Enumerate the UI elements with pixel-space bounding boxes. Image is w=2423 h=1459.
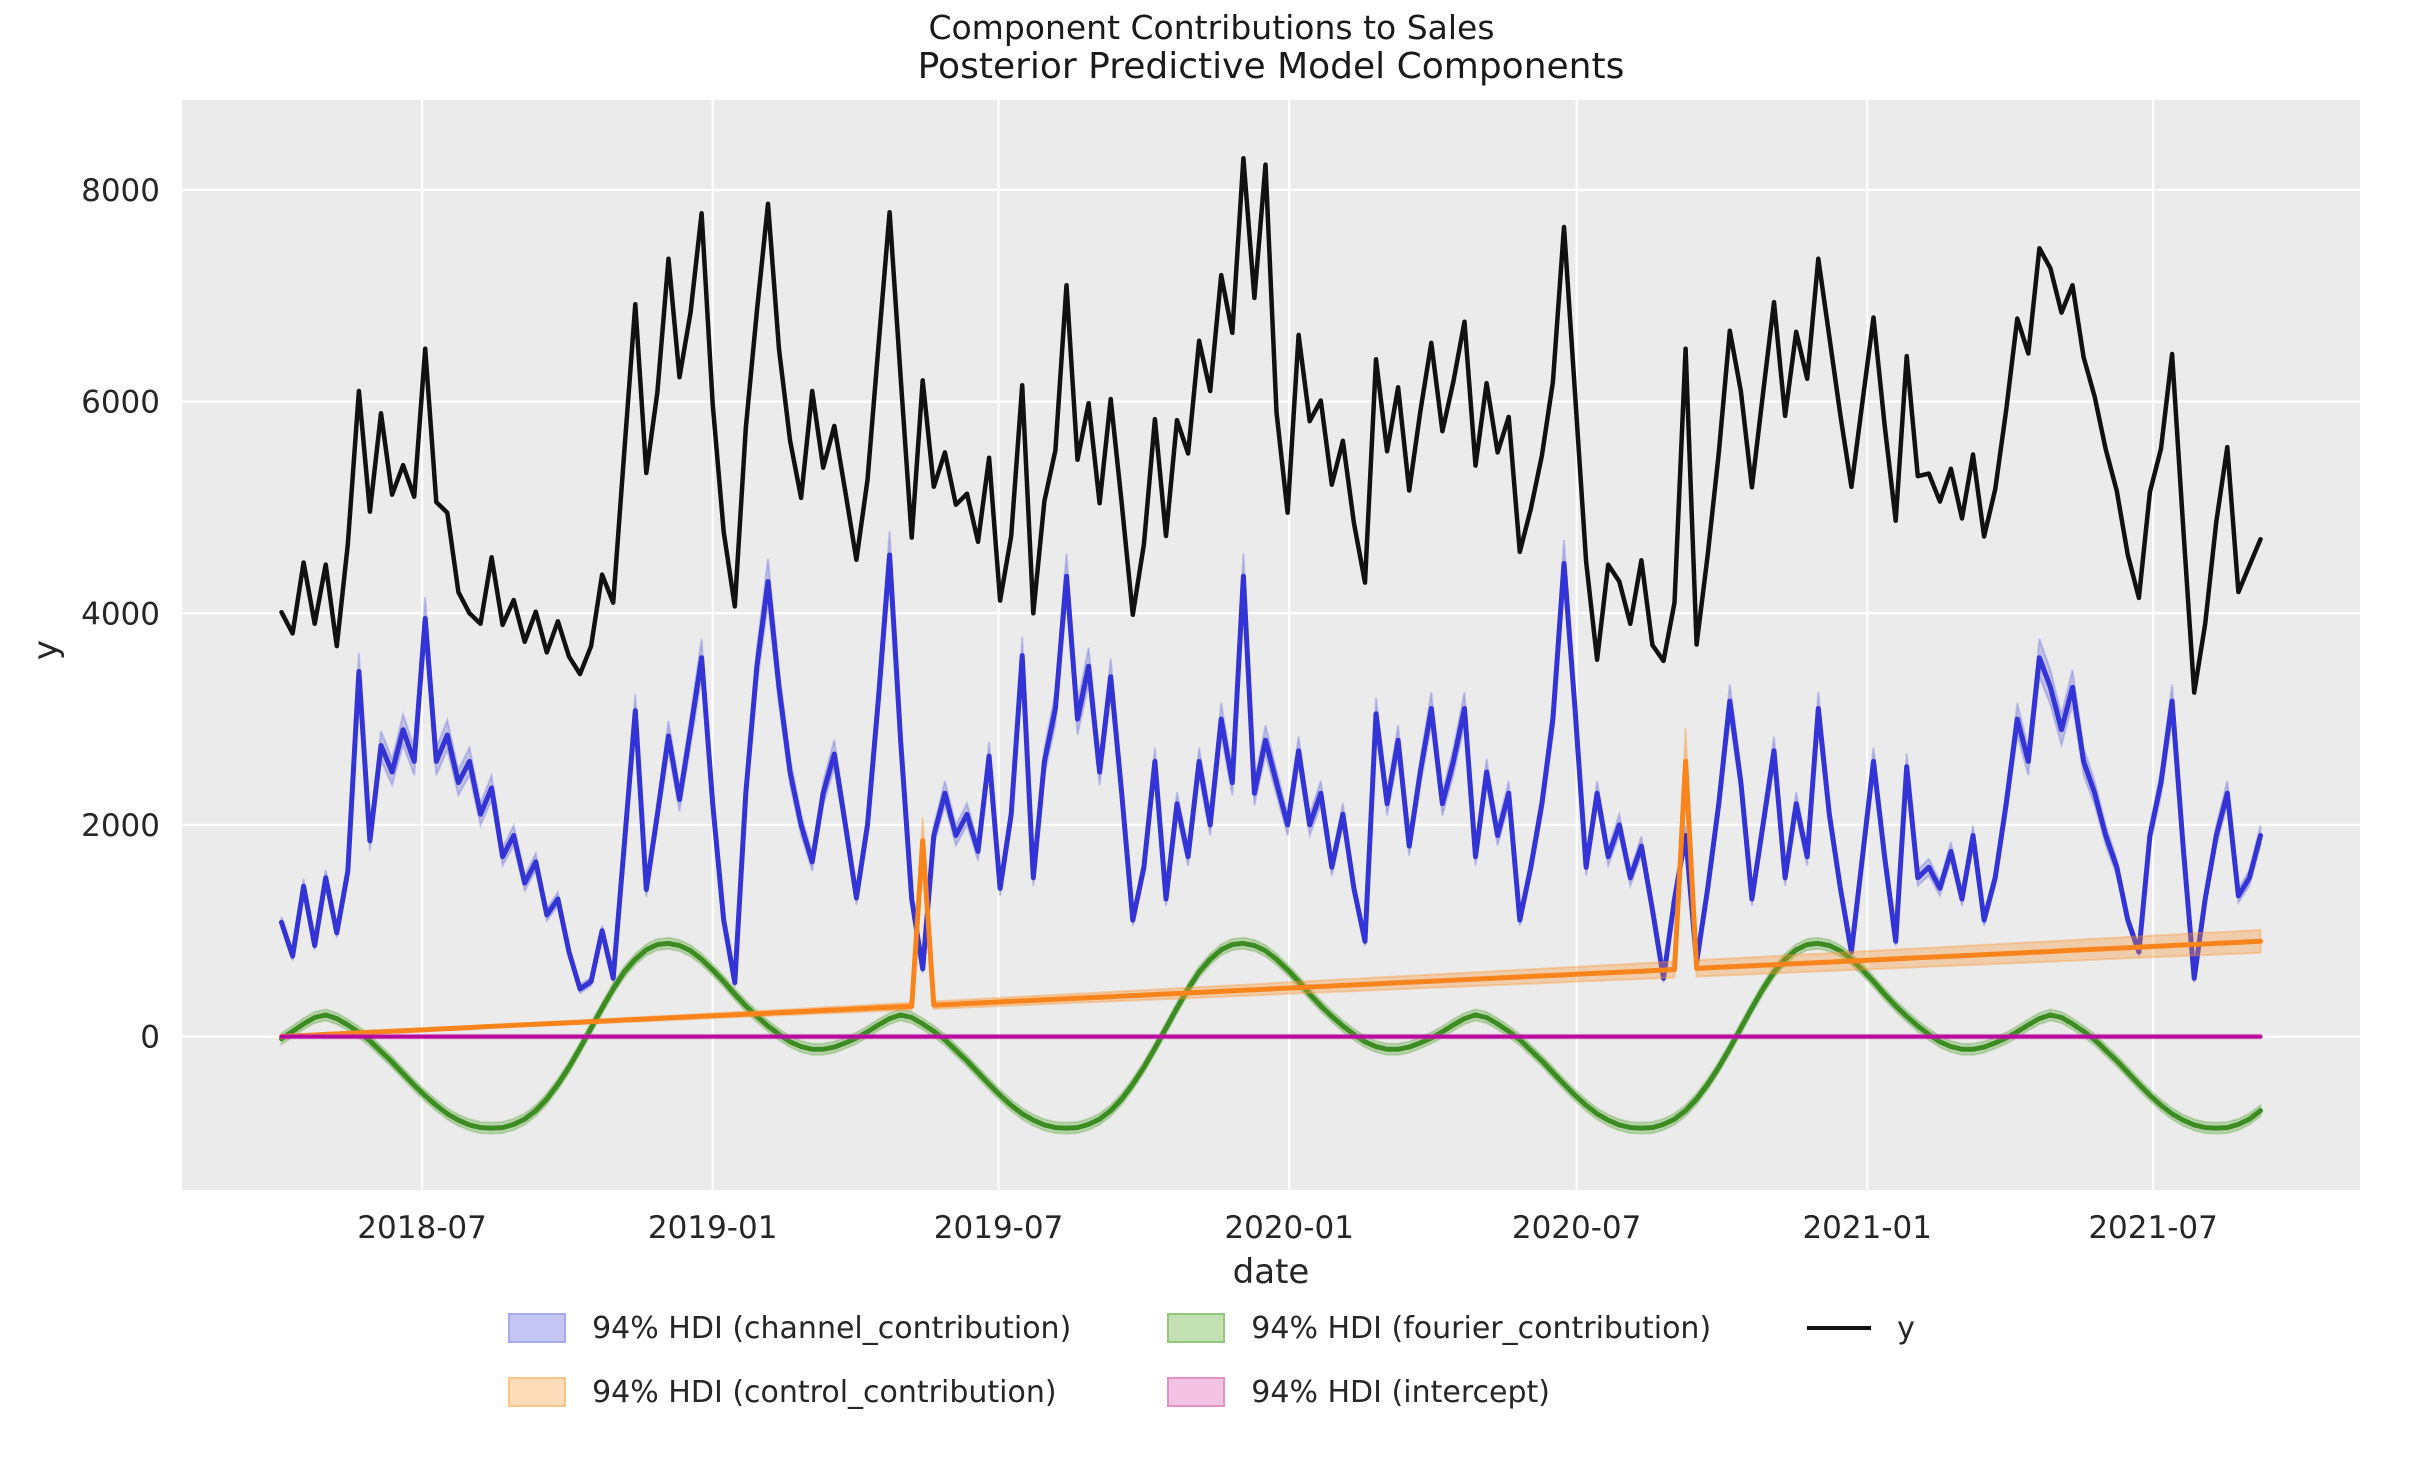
figure-suptitle: Component Contributions to Sales bbox=[928, 8, 1495, 47]
x-tick-label: 2021-01 bbox=[1802, 1210, 1932, 1246]
y-tick-label: 8000 bbox=[81, 173, 160, 209]
legend-label-control: 94% HDI (control_contribution) bbox=[592, 1374, 1057, 1410]
legend: 94% HDI (channel_contribution) 94% HDI (… bbox=[0, 1306, 2423, 1414]
legend-item-channel: 94% HDI (channel_contribution) bbox=[508, 1306, 1071, 1350]
legend-column-2: 94% HDI (fourier_contribution) 94% HDI (… bbox=[1167, 1306, 1711, 1414]
y-line bbox=[279, 155, 2263, 695]
legend-column-3: y bbox=[1807, 1306, 1915, 1350]
legend-item-fourier: 94% HDI (fourier_contribution) bbox=[1167, 1306, 1711, 1350]
y-line-swatch bbox=[1807, 1326, 1872, 1330]
y-tick-label: 6000 bbox=[81, 385, 160, 421]
legend-item-y: y bbox=[1807, 1306, 1915, 1350]
legend-column-1: 94% HDI (channel_contribution) 94% HDI (… bbox=[508, 1306, 1071, 1414]
legend-label-channel: 94% HDI (channel_contribution) bbox=[592, 1310, 1072, 1346]
intercept-hdi-swatch bbox=[1167, 1377, 1226, 1407]
control_contribution-hdi-band bbox=[280, 728, 2262, 1039]
legend-label-intercept: 94% HDI (intercept) bbox=[1251, 1374, 1550, 1410]
x-tick-label: 2019-01 bbox=[648, 1210, 778, 1246]
fourier-hdi-swatch bbox=[1167, 1313, 1226, 1343]
channel_contribution-line bbox=[279, 552, 2263, 992]
x-tick-label: 2020-07 bbox=[1512, 1210, 1642, 1246]
y-tick-label: 4000 bbox=[81, 596, 160, 632]
control-hdi-swatch bbox=[508, 1377, 567, 1407]
x-tick-label: 2018-07 bbox=[357, 1210, 487, 1246]
channel-hdi-swatch bbox=[508, 1313, 567, 1343]
y-tick-label: 2000 bbox=[81, 808, 160, 844]
legend-label-fourier: 94% HDI (fourier_contribution) bbox=[1251, 1310, 1712, 1346]
control_contribution-line bbox=[279, 758, 2263, 1040]
x-axis-label: date bbox=[1232, 1252, 1310, 1292]
x-tick-label: 2021-07 bbox=[2088, 1210, 2218, 1246]
axes-title: Posterior Predictive Model Components bbox=[917, 46, 1625, 87]
x-tick-label: 2020-01 bbox=[1224, 1210, 1354, 1246]
x-tick-label: 2019-07 bbox=[934, 1210, 1064, 1246]
legend-item-intercept: 94% HDI (intercept) bbox=[1167, 1370, 1711, 1414]
y-axis-label: y bbox=[26, 639, 66, 661]
y-tick-label: 0 bbox=[140, 1020, 160, 1056]
legend-item-control: 94% HDI (control_contribution) bbox=[508, 1370, 1071, 1414]
legend-label-y: y bbox=[1897, 1310, 1915, 1346]
